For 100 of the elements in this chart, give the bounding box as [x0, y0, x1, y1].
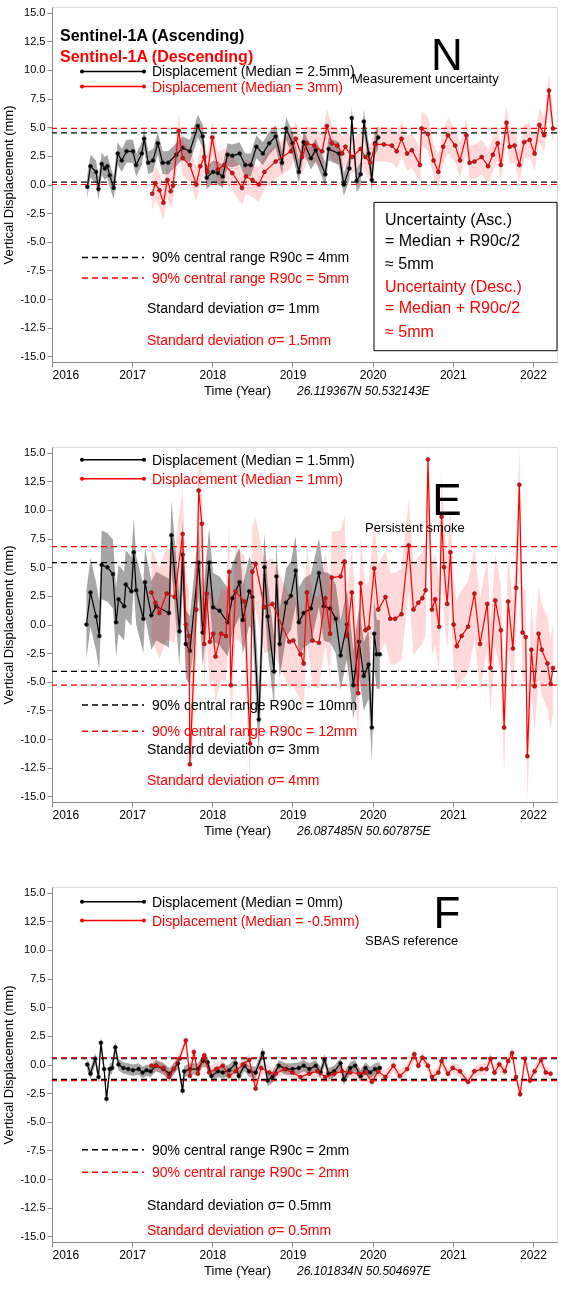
point [92, 1056, 98, 1062]
point [375, 135, 381, 140]
point [105, 163, 110, 169]
y-tick-label: 2.5 [30, 589, 46, 602]
point [246, 1069, 252, 1074]
y-tick-label: -2.5 [26, 206, 46, 219]
point [326, 1071, 331, 1076]
point [200, 134, 205, 139]
annotation: 90% central range R90c = 2mm [152, 1141, 350, 1158]
y-tick-label: -12.5 [20, 761, 46, 774]
x-tick-label: 2018 [199, 807, 227, 822]
y-tick-label: -5.0 [26, 1115, 46, 1128]
annotation: E [432, 474, 462, 524]
x-axis-title: Time (Year) [204, 1262, 271, 1278]
point [215, 170, 221, 176]
point [116, 1062, 121, 1067]
y-tick-label: -15.0 [20, 1229, 46, 1242]
y-tick-label: -5.0 [26, 675, 46, 688]
point [205, 1059, 210, 1065]
x-axis-title: Time (Year) [204, 822, 271, 838]
x-tick-label: 2018 [199, 367, 227, 382]
point [296, 1065, 302, 1071]
point [88, 1071, 93, 1076]
y-tick-label: 0.0 [30, 1058, 46, 1070]
point [290, 140, 295, 146]
point [296, 169, 302, 175]
point [237, 151, 242, 156]
annotation: Standard deviation σ= 1mm [147, 300, 320, 317]
point [99, 161, 104, 167]
legend-label: Displacement (Median = 1.5mm) [152, 451, 355, 468]
point [279, 160, 285, 166]
point [341, 1077, 347, 1082]
point [290, 1066, 295, 1072]
point [209, 1073, 214, 1079]
point [352, 1063, 358, 1068]
annotation: Standard deviation σ= 0.5mm [147, 1197, 332, 1214]
point [130, 1067, 136, 1073]
annotation: Standard deviation σ= 1.5mm [147, 332, 332, 349]
x-tick-label: 2017 [119, 1247, 147, 1262]
point [84, 184, 90, 190]
point [242, 162, 248, 168]
point [155, 140, 161, 146]
point [308, 155, 314, 161]
point [150, 158, 156, 163]
point [338, 1061, 343, 1066]
y-tick-label: 12.5 [24, 474, 46, 487]
y-tick-label: 12.5 [24, 914, 46, 927]
y-tick-label: -7.5 [26, 263, 46, 276]
point [165, 160, 171, 166]
point [313, 147, 319, 153]
point [366, 151, 371, 156]
point [361, 119, 367, 124]
point [347, 166, 352, 171]
y-tick-label: 0.0 [30, 618, 46, 630]
point [307, 1066, 312, 1072]
y-axis-title: Vertical Displacement (mm) [1, 545, 17, 705]
x-tick-label: 2019 [279, 807, 307, 822]
x-tick-label: 2022 [520, 367, 548, 382]
y-tick-label: 5.0 [30, 1000, 46, 1013]
point [148, 1069, 153, 1074]
y-tick-label: -12.5 [20, 321, 46, 334]
point [354, 178, 359, 184]
annotation: 90% central range R90c = 2mm [152, 1164, 350, 1181]
x-tick-label: 2017 [119, 807, 147, 822]
point [136, 1066, 141, 1072]
x-tick-label: 2020 [359, 1247, 387, 1262]
point [145, 160, 151, 166]
x-tick-label: 2021 [439, 1247, 467, 1262]
point [341, 182, 347, 187]
point [140, 1070, 145, 1075]
x-tick-label: 2020 [359, 807, 387, 822]
x-axis-title: Time (Year) [204, 382, 271, 398]
point [367, 1070, 373, 1075]
point [301, 1063, 306, 1068]
y-tick-label: 7.5 [30, 972, 46, 985]
point [96, 186, 101, 192]
annotation: Standard deviation σ= 4mm [147, 772, 320, 789]
y-tick-label: 15.0 [24, 886, 46, 899]
point [210, 169, 216, 175]
point [369, 177, 375, 183]
y-tick-label: -15.0 [20, 349, 46, 362]
point [323, 171, 328, 177]
x-tick-label: 2019 [279, 1247, 307, 1262]
point [358, 171, 363, 177]
point [313, 1063, 319, 1068]
y-tick-label: -12.5 [20, 1201, 46, 1214]
legend-label: Displacement (Median = 1mm) [152, 470, 344, 487]
legend-label: Displacement (Median = -0.5mm) [152, 912, 360, 929]
y-tick-label: -7.5 [26, 1143, 46, 1156]
point [326, 146, 331, 152]
text: 26.101834N 50.504697E [296, 1264, 432, 1278]
annotation: ≈ 5mm [385, 322, 434, 340]
x-tick-label: 2016 [52, 1247, 80, 1262]
point [273, 134, 278, 139]
y-tick-label: 0.0 [30, 178, 46, 190]
point [265, 1078, 270, 1083]
y-tick-label: 12.5 [24, 34, 46, 47]
point [322, 1057, 327, 1063]
x-tick-label: 2019 [279, 367, 307, 382]
annotation: Uncertainty (Desc.) [385, 277, 522, 295]
